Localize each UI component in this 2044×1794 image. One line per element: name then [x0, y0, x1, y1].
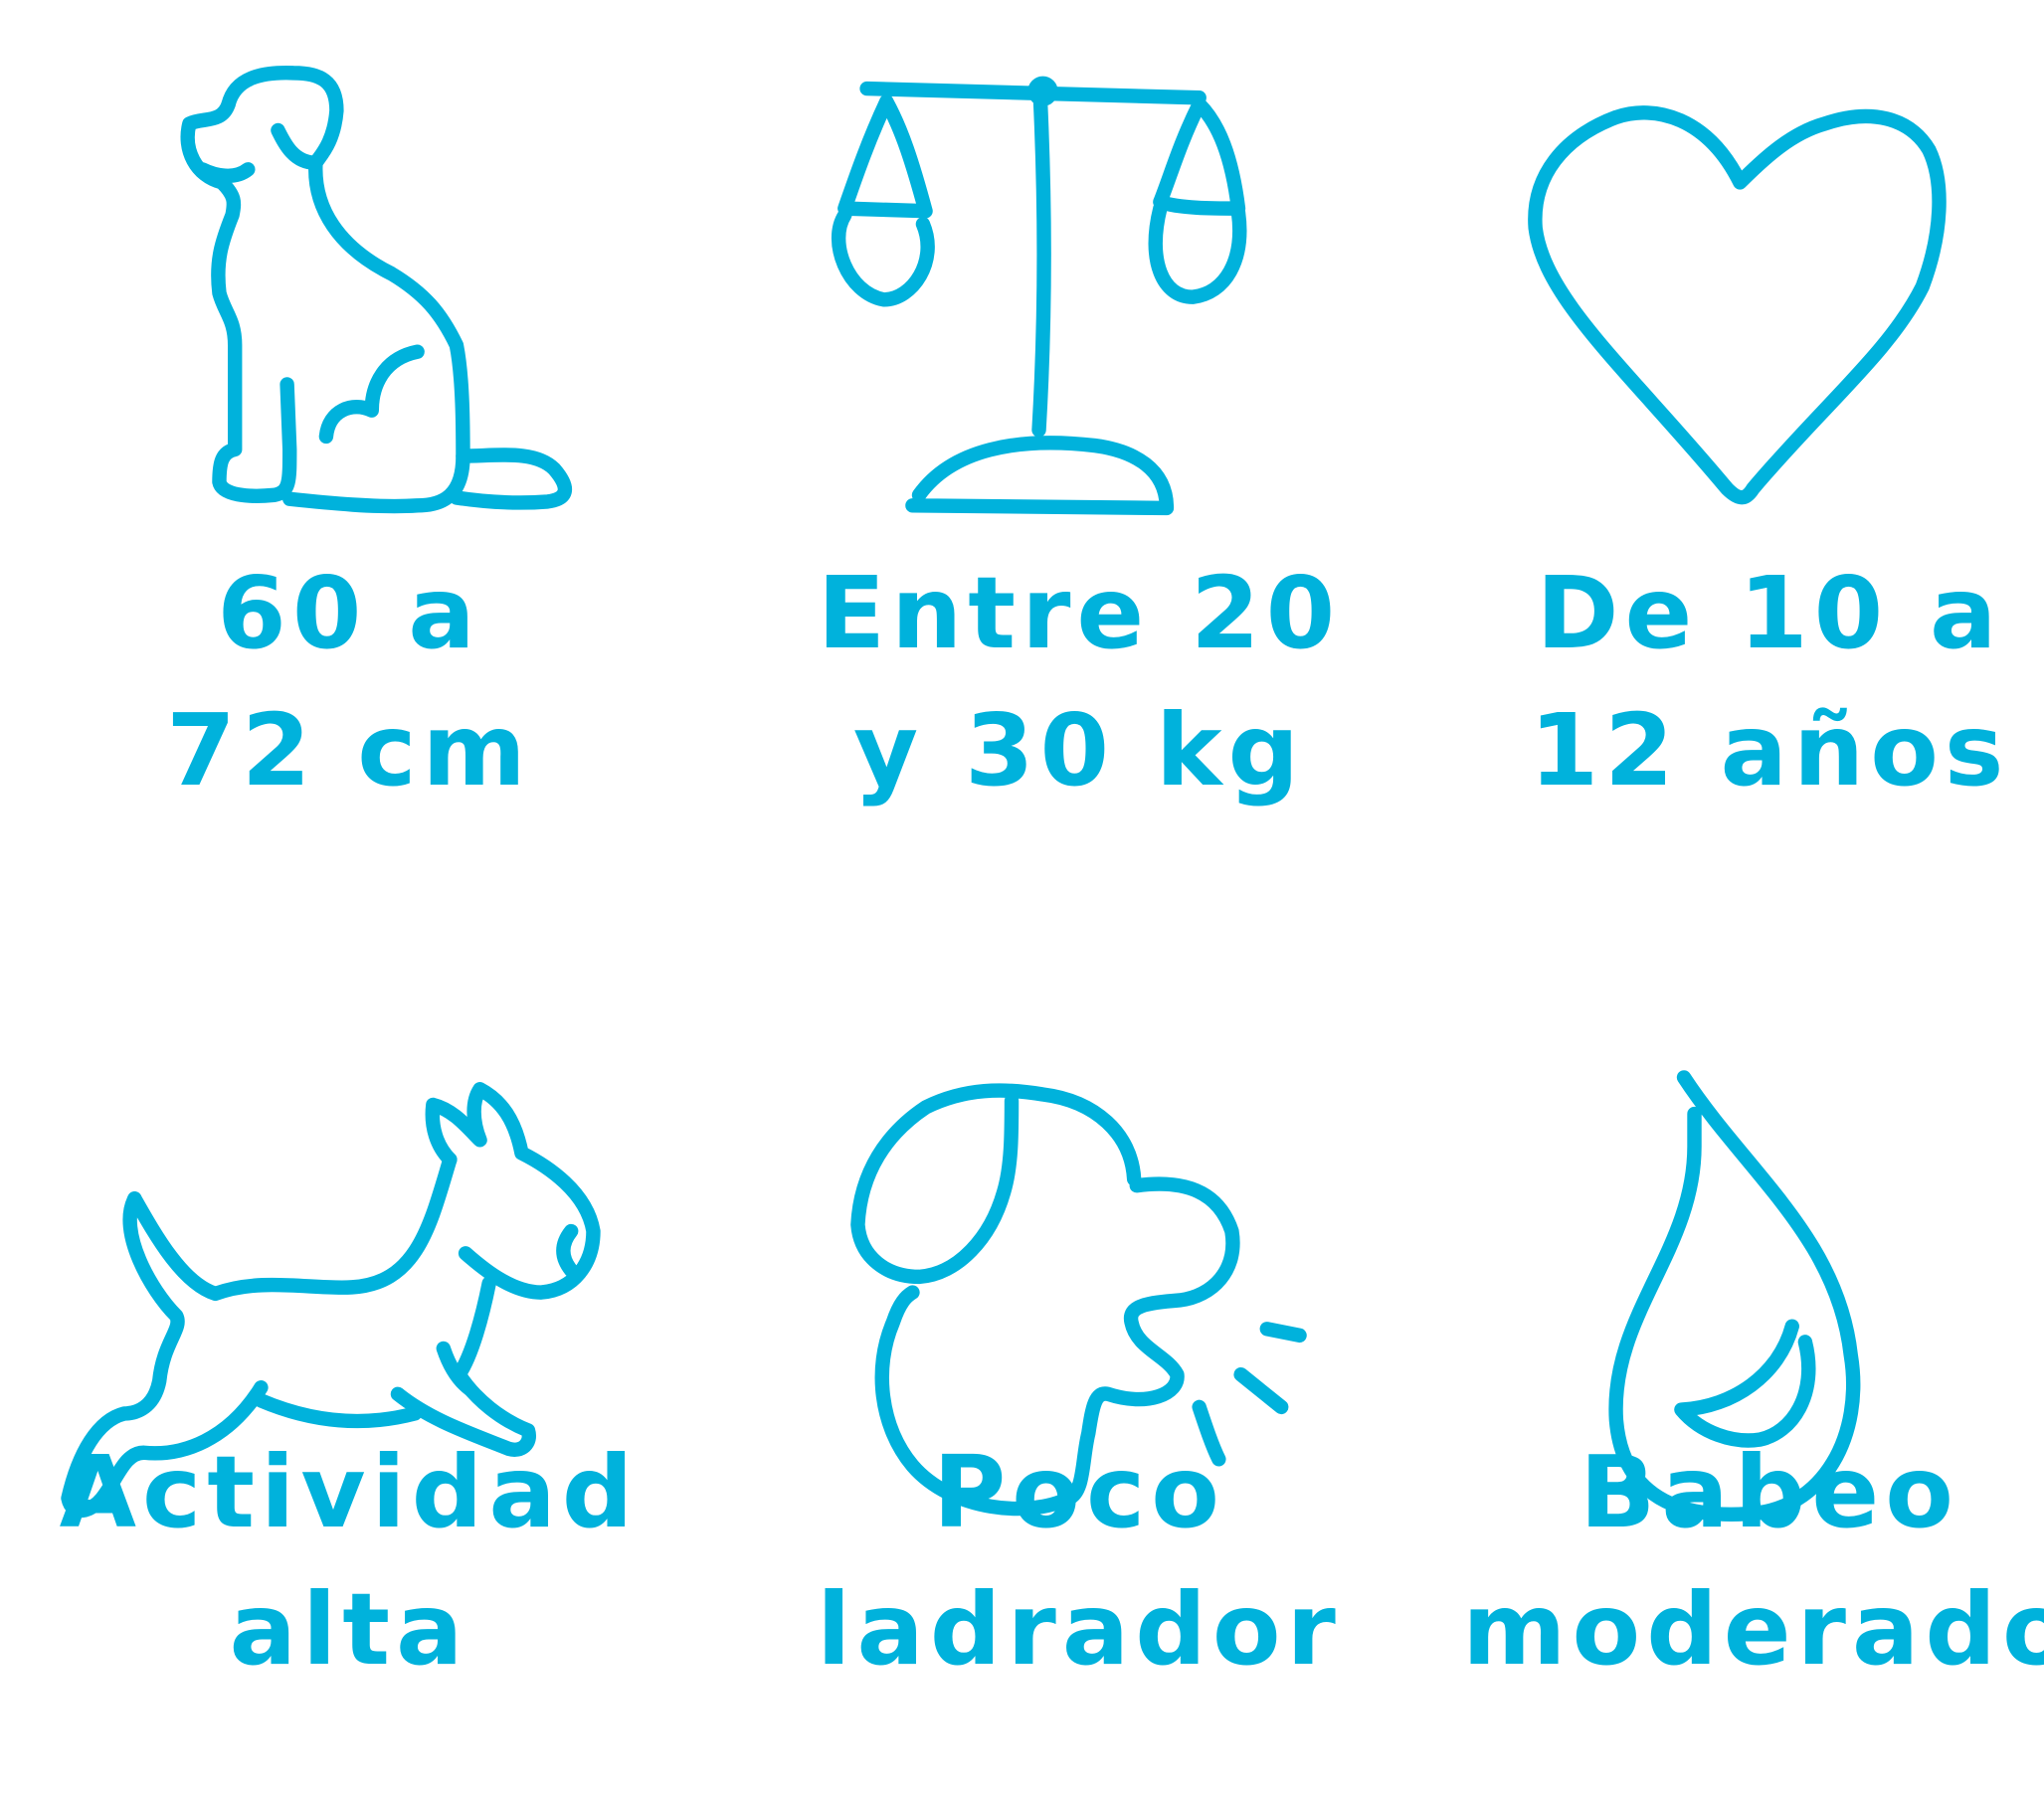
stat-lifespan-line2: 12 años	[1529, 692, 2010, 808]
stat-barking-line2: ladrador	[817, 1571, 1342, 1688]
stat-activity-line2: alta	[229, 1571, 469, 1688]
stat-barking: Poco ladrador	[751, 1424, 1407, 1699]
stat-activity: Actividad alta	[21, 1424, 677, 1699]
scale-icon	[831, 76, 1247, 516]
stat-activity-line1: Actividad	[59, 1434, 640, 1550]
stat-lifespan-line1: De 10 a	[1536, 555, 2003, 671]
stat-drooling-line2: moderado	[1462, 1571, 2044, 1688]
stat-weight-line1: Entre 20	[817, 555, 1342, 671]
stat-lifespan: De 10 a 12 años	[1441, 545, 2044, 819]
running-dog-icon	[61, 1082, 601, 1519]
drop-icon	[1608, 1070, 1861, 1522]
heart-icon	[1528, 105, 1947, 505]
stat-drooling-line1: Babeo	[1579, 1434, 1959, 1550]
stat-drooling: Babeo moderado	[1441, 1424, 2044, 1699]
barking-dog-icon	[850, 1083, 1307, 1517]
stat-height-line2: 72 cm	[166, 692, 532, 808]
stat-barking-line1: Poco	[933, 1434, 1225, 1550]
stat-weight: Entre 20 y 30 kg	[751, 545, 1407, 819]
stat-height-line1: 60 a	[217, 555, 481, 671]
sitting-dog-icon	[180, 66, 572, 514]
stat-height: 60 a 72 cm	[21, 545, 677, 819]
stat-weight-line2: y 30 kg	[852, 692, 1306, 808]
